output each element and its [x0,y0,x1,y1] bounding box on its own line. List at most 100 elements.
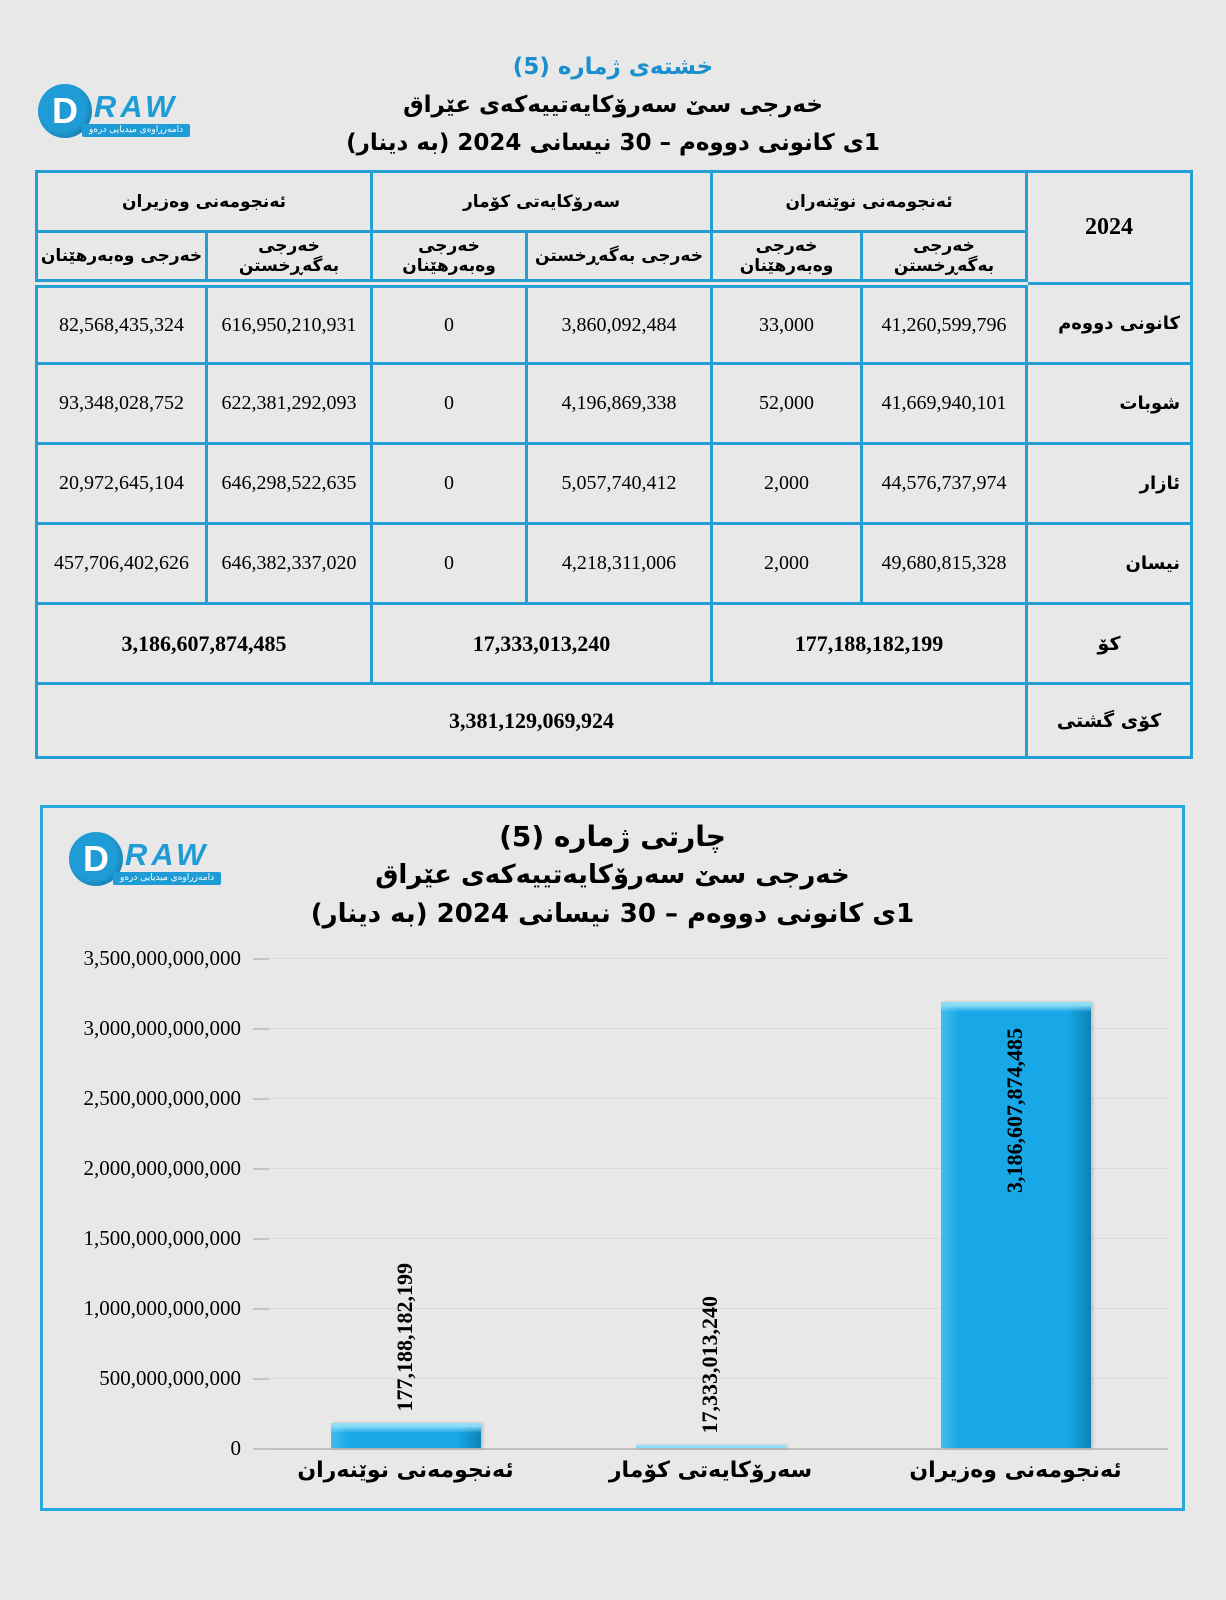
subcol-header: خەرجی وەبەرهێنان [370,230,529,288]
group-header-parliament: ئەنجومەنی نوێنەران [710,170,1029,233]
value-cell: 646,382,337,020 [205,522,374,605]
draw-logo-circle-icon: D [38,84,92,138]
chart-title: چارتی ژمارە (5) [499,820,726,853]
y-tick-label: 2,000,000,000,000 [83,1156,242,1180]
subcol-header: خەرجی وەبەرهێنان [34,230,209,288]
table-row: کانونی دووەم 41,260,599,796 33,000 3,860… [34,282,1194,365]
value-cell: 0 [370,282,529,365]
value-cell: 20,972,645,104 [34,442,209,525]
value-cell: 82,568,435,324 [34,282,209,365]
month-label: نیسان [1025,522,1194,605]
y-axis-tick [253,1098,269,1100]
month-label: ئازار [1025,442,1194,525]
y-axis-tick [253,1308,269,1310]
table-period: 1ی کانونی دووەم – 30 نیسانی 2024 (بە دین… [346,130,880,156]
y-axis-tick [253,1448,269,1450]
group-header-ministers: ئەنجومەنی وەزیران [34,170,374,233]
value-cell: 41,669,940,101 [860,362,1029,445]
value-cell: 4,196,869,338 [525,362,714,445]
month-label: کانونی دووەم [1025,282,1194,365]
gridline [253,1168,1168,1169]
month-label: شوبات [1025,362,1194,445]
subcol-header: خەرجی وەبەرهێنان [710,230,864,288]
gridline [253,1378,1168,1379]
total-cell: 3,186,607,874,485 [34,602,374,685]
logo-wordmark: RAW دامەزراوەی میدیایی درەو [82,84,191,137]
bar-value-label: 177,188,182,199 [391,1262,417,1412]
bar-0 [330,1423,481,1448]
value-cell: 33,000 [710,282,864,365]
gridline [253,1098,1168,1099]
y-tick-label: 2,500,000,000,000 [83,1086,242,1110]
total-label: کۆ [1025,602,1194,685]
value-cell: 41,260,599,796 [860,282,1029,365]
bar-1 [635,1445,786,1448]
gridline [253,1308,1168,1309]
draw-logo: D RAW دامەزراوەی میدیایی درەو [38,84,191,138]
x-axis-labels: ئەنجومەنی نوێنەران سەرۆکایەتی کۆمار ئەنجوم… [253,1458,1168,1498]
value-cell: 2,000 [710,442,864,525]
chart-panel: D RAW دامەزراوەی میدیایی درەو چارتی ژمار… [40,805,1185,1511]
grand-total-row: کۆی گشتی 3,381,129,069,924 [34,682,1194,759]
category-label: سەرۆکایەتی کۆمار [608,1458,813,1483]
chart-plot-area: 177,188,182,199 17,333,013,240 3,186,607,8… [253,958,1168,1450]
y-axis-tick [253,1238,269,1240]
logo-wordmark: RAW دامەزراوەی میدیایی درەو [113,832,222,885]
y-axis-tick [253,958,269,960]
logo-raw-text: RAW [124,837,210,872]
bar-value-label: 3,186,607,874,485 [1001,1028,1027,1193]
value-cell: 622,381,292,093 [205,362,374,445]
logo-tagline: دامەزراوەی میدیایی درەو [113,872,222,885]
table-row: نیسان 49,680,815,328 2,000 4,218,311,006… [34,522,1194,605]
grand-total-label: کۆی گشتی [1025,682,1194,759]
subcol-header: خەرجی بەگەڕخستن [205,230,374,288]
value-cell: 646,298,522,635 [205,442,374,525]
value-cell: 0 [370,362,529,445]
subcol-header: خەرجی بەگەڕخستن [860,230,1029,288]
y-axis-tick [253,1168,269,1170]
gridline [253,1028,1168,1029]
y-axis-tick [253,1028,269,1030]
value-cell: 4,218,311,006 [525,522,714,605]
gridline [253,958,1168,959]
subcol-header: خەرجی بەگەڕخستن [525,230,714,288]
gridline [253,1238,1168,1239]
y-tick-label: 0 [230,1436,242,1460]
y-tick-label: 500,000,000,000 [99,1366,241,1390]
total-cell: 17,333,013,240 [370,602,714,685]
value-cell: 457,706,402,626 [34,522,209,605]
value-cell: 616,950,210,931 [205,282,374,365]
bar-2 [940,1002,1091,1448]
value-cell: 5,057,740,412 [525,442,714,525]
y-tick-label: 3,000,000,000,000 [83,1016,242,1040]
expenses-table: 2024 ئەنجومەنی نوێنەران سەرۆکایەتی کۆمار… [34,170,1194,759]
y-tick-label: 3,500,000,000,000 [83,946,242,970]
table-row: ئازار 44,576,737,974 2,000 5,057,740,412… [34,442,1194,525]
value-cell: 93,348,028,752 [34,362,209,445]
bar-value-label: 17,333,013,240 [696,1295,722,1434]
draw-logo: D RAW دامەزراوەی میدیایی درەو [69,832,222,886]
value-cell: 52,000 [710,362,864,445]
group-header-presidency: سەرۆکایەتی کۆمار [370,170,714,233]
table-subtitle: خەرجی سێ سەرۆکایەتییەکەی عێراق [403,92,823,118]
chart-period: 1ی کانونی دووەم – 30 نیسانی 2024 (بە دین… [310,899,915,929]
total-cell: 177,188,182,199 [710,602,1029,685]
logo-tagline: دامەزراوەی میدیایی درەو [82,124,191,137]
table-row: شوبات 41,669,940,101 52,000 4,196,869,33… [34,362,1194,445]
y-axis-labels: 3,500,000,000,000 3,000,000,000,000 2,500,… [55,946,242,1460]
value-cell: 3,860,092,484 [525,282,714,365]
totals-row: کۆ 177,188,182,199 17,333,013,240 3,186,… [34,602,1194,685]
value-cell: 0 [370,442,529,525]
gridline [253,1448,1168,1450]
y-axis-tick [253,1378,269,1380]
value-cell: 2,000 [710,522,864,605]
category-label: ئەنجومەنی نوێنەران [297,1458,514,1483]
value-cell: 44,576,737,974 [860,442,1029,525]
year-header: 2024 [1025,170,1194,285]
y-tick-label: 1,500,000,000,000 [83,1226,242,1250]
y-tick-label: 1,000,000,000,000 [83,1296,242,1320]
table-title: خشتەی ژمارە (5) [512,54,714,80]
value-cell: 0 [370,522,529,605]
logo-raw-text: RAW [93,89,179,124]
